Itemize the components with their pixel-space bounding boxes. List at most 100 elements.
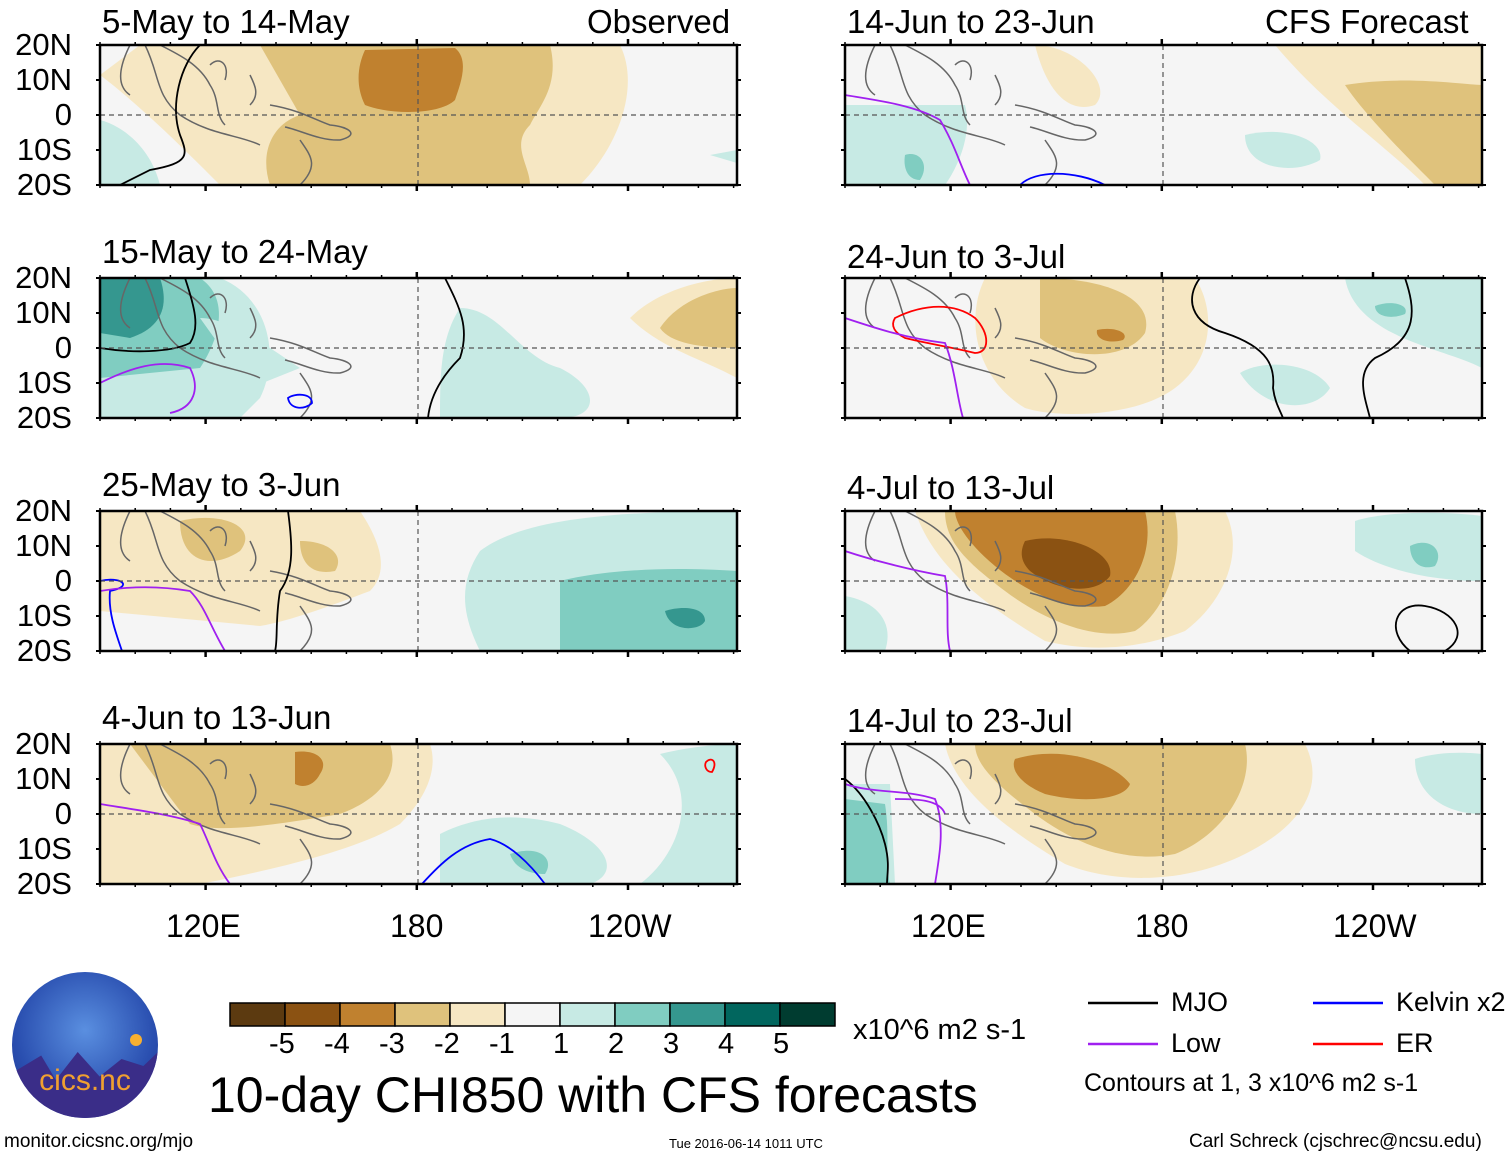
positive-chi-shading bbox=[100, 120, 160, 185]
map-panel bbox=[96, 738, 741, 890]
map-panel bbox=[841, 505, 1486, 657]
panel-title: 4-Jul to 13-Jul bbox=[847, 469, 1055, 506]
kelvin-contour bbox=[100, 578, 124, 651]
kelvin-contour bbox=[1019, 172, 1106, 185]
panel-title: 5-May to 14-May bbox=[102, 3, 350, 40]
lat-tick-label: 0 bbox=[54, 563, 72, 598]
colorbar-swatch bbox=[614, 1002, 671, 1027]
colorbar-swatch bbox=[504, 1002, 561, 1027]
colorbar-label: 1 bbox=[553, 1028, 570, 1060]
low-contour bbox=[100, 363, 196, 414]
positive-chi-shading bbox=[440, 817, 607, 884]
panel-title: 24-Jun to 3-Jul bbox=[847, 238, 1066, 275]
mjo-contour bbox=[100, 278, 197, 353]
coastline bbox=[864, 278, 1097, 418]
colorbar-swatch bbox=[669, 1002, 726, 1027]
colorbar-label: -4 bbox=[324, 1028, 350, 1060]
positive-chi-shading bbox=[904, 154, 925, 180]
colorbar-label: 5 bbox=[773, 1028, 790, 1060]
colorbar-label: 3 bbox=[663, 1028, 680, 1060]
low-contour bbox=[845, 317, 964, 418]
colorbar-swatch bbox=[284, 1002, 341, 1027]
lat-tick-label: 10S bbox=[16, 598, 72, 633]
positive-chi-shading bbox=[1415, 752, 1482, 814]
positive-chi-shading bbox=[1410, 542, 1439, 568]
positive-chi-shading bbox=[560, 569, 737, 651]
lat-tick-label: 10S bbox=[16, 831, 72, 866]
low-contour bbox=[100, 586, 226, 651]
logo: cics.nc bbox=[12, 972, 158, 1118]
er-contour bbox=[704, 758, 716, 773]
lat-tick-label: 20N bbox=[15, 726, 72, 761]
coastline bbox=[119, 278, 352, 418]
units-label: x10^6 m2 s-1 bbox=[853, 1014, 1027, 1046]
kelvin-contour bbox=[287, 393, 313, 409]
lat-tick-label: 10N bbox=[15, 761, 72, 796]
map-panel bbox=[841, 738, 1486, 890]
negative-chi-shading bbox=[1021, 538, 1111, 589]
colorbar-swatch bbox=[779, 1002, 836, 1027]
negative-chi-shading bbox=[1013, 753, 1130, 800]
lat-tick-label: 20S bbox=[16, 167, 72, 202]
colorbar-label: 4 bbox=[718, 1028, 735, 1060]
lon-tick-label: 120E bbox=[911, 908, 986, 944]
mjo-contour bbox=[845, 778, 889, 884]
lat-tick-label: 20S bbox=[16, 866, 72, 901]
lon-tick-label: 180 bbox=[390, 908, 444, 944]
low-contour bbox=[845, 550, 951, 651]
lon-tick-label: 120W bbox=[1333, 908, 1417, 944]
lat-tick-label: 10S bbox=[16, 365, 72, 400]
positive-chi-shading bbox=[845, 799, 890, 884]
mjo-contour bbox=[274, 511, 293, 651]
positive-chi-shading bbox=[665, 608, 705, 629]
low-contour bbox=[894, 798, 946, 815]
panel-title: 15-May to 24-May bbox=[102, 233, 368, 270]
positive-chi-shading bbox=[1345, 278, 1482, 368]
map-panel bbox=[96, 272, 741, 424]
positive-chi-shading bbox=[100, 278, 164, 338]
colorbar-swatch bbox=[559, 1002, 616, 1027]
mjo-contour bbox=[427, 278, 465, 418]
negative-chi-shading bbox=[180, 517, 246, 561]
low-contour bbox=[845, 94, 971, 185]
negative-chi-shading bbox=[660, 288, 737, 348]
mjo-contour bbox=[119, 45, 201, 185]
positive-chi-shading bbox=[1375, 303, 1406, 317]
kelvin-contour bbox=[421, 838, 546, 884]
lon-tick-label: 120W bbox=[588, 908, 672, 944]
lat-tick-label: 20S bbox=[16, 633, 72, 668]
mjo-contour bbox=[1394, 604, 1459, 651]
colorbar-label: -2 bbox=[434, 1028, 460, 1060]
coastline bbox=[864, 511, 1097, 651]
colorbar-label: -5 bbox=[269, 1028, 295, 1060]
contour-note: Contours at 1, 3 x10^6 m2 s-1 bbox=[1084, 1069, 1419, 1097]
lat-tick-label: 20N bbox=[15, 27, 72, 62]
negative-chi-shading bbox=[100, 511, 381, 626]
lat-tick-label: 20N bbox=[15, 493, 72, 528]
logo-text: cics.nc bbox=[39, 1064, 131, 1097]
legend-label: Kelvin x2 bbox=[1396, 987, 1506, 1017]
panel-title: 4-Jun to 13-Jun bbox=[102, 699, 332, 736]
footer-url[interactable]: monitor.cicsnc.org/mjo bbox=[4, 1131, 194, 1152]
positive-chi-shading bbox=[1245, 131, 1321, 168]
coastline bbox=[119, 45, 352, 185]
map-panel bbox=[841, 39, 1486, 191]
negative-chi-shading bbox=[1035, 45, 1101, 107]
mjo-contour bbox=[1362, 278, 1413, 418]
negative-chi-shading bbox=[1345, 80, 1482, 185]
mjo-contour bbox=[1191, 278, 1284, 418]
legend-label: ER bbox=[1396, 1028, 1434, 1058]
lat-tick-label: 0 bbox=[54, 330, 72, 365]
lat-tick-label: 10N bbox=[15, 528, 72, 563]
lat-tick-label: 20S bbox=[16, 400, 72, 435]
positive-chi-shading bbox=[440, 308, 590, 418]
lat-tick-label: 10N bbox=[15, 62, 72, 97]
lat-tick-label: 20N bbox=[15, 260, 72, 295]
positive-chi-shading bbox=[845, 596, 888, 651]
lon-tick-label: 180 bbox=[1135, 908, 1189, 944]
colorbar-swatch bbox=[394, 1002, 451, 1027]
positive-chi-shading bbox=[845, 105, 968, 185]
low-contour bbox=[100, 803, 231, 884]
